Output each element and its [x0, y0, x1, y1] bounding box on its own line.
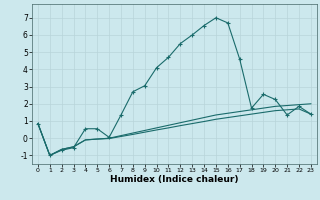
X-axis label: Humidex (Indice chaleur): Humidex (Indice chaleur) — [110, 175, 239, 184]
